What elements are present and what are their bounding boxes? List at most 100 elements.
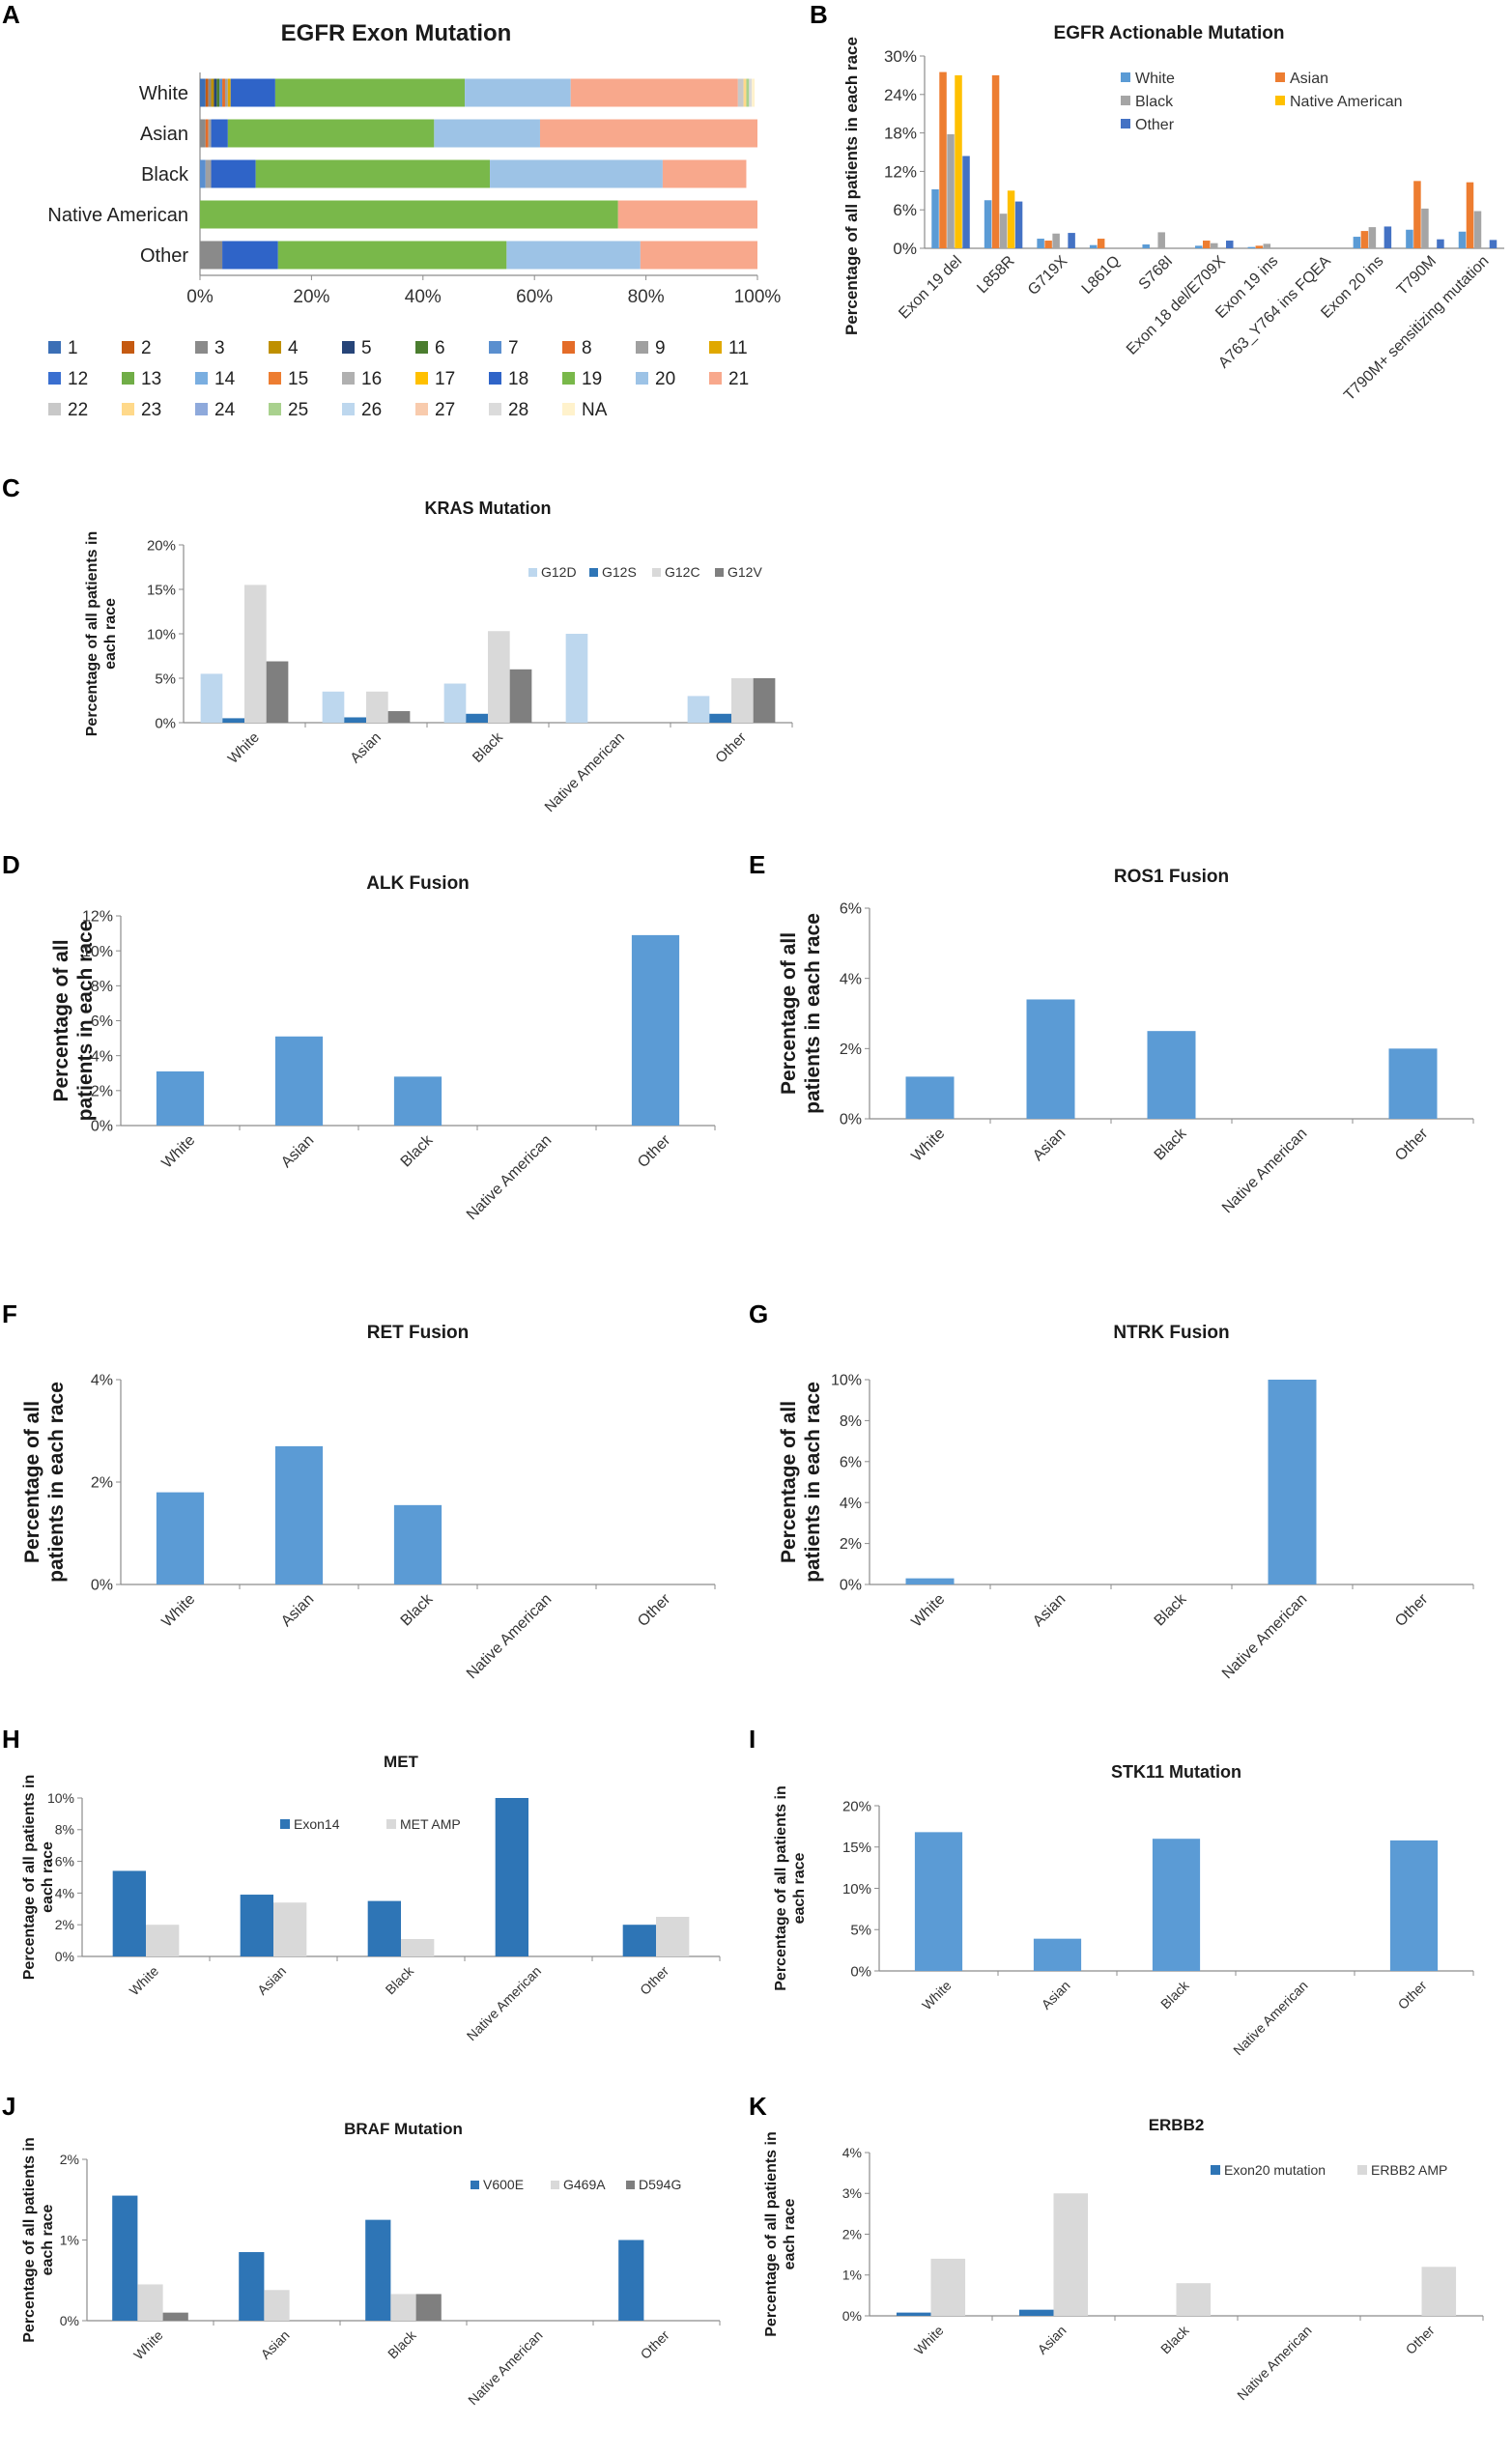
legend-label: 24 bbox=[214, 400, 236, 420]
bar-g12s-white bbox=[222, 718, 244, 723]
chart-title: EGFR Actionable Mutation bbox=[1054, 23, 1285, 43]
y-axis-label: Percentage of all patients in each race bbox=[773, 1785, 808, 1991]
legend-swatch bbox=[415, 372, 428, 385]
bar-g12d-black bbox=[443, 683, 467, 723]
y-tick-label: 0% bbox=[842, 2308, 862, 2324]
bar-black-t790m-sensitizing-mutation bbox=[1473, 211, 1482, 248]
y-tick-label: 8% bbox=[91, 979, 113, 995]
x-tick-label: 60% bbox=[516, 287, 553, 307]
legend-swatch bbox=[489, 372, 501, 385]
legend-label: ERBB2 AMP bbox=[1371, 2162, 1447, 2178]
legend-swatch bbox=[195, 372, 208, 385]
bar-alk-asian bbox=[274, 1036, 324, 1126]
x-tick-label: Native American bbox=[1230, 1978, 1310, 2058]
bar-white-s768i bbox=[1142, 244, 1150, 248]
y-tick-label: 10% bbox=[147, 626, 176, 642]
bar-other-g719x bbox=[1068, 233, 1075, 248]
bar-alk-other bbox=[631, 934, 680, 1126]
bar-asian-exon-19-del bbox=[939, 71, 947, 248]
x-tick-label: Black bbox=[1157, 2322, 1192, 2356]
bar-v600e-white bbox=[112, 2195, 138, 2321]
y-tick-label: 6% bbox=[91, 1013, 113, 1030]
legend-label: 26 bbox=[361, 400, 382, 420]
legend-label: 18 bbox=[508, 369, 528, 389]
y-tick-label: 2% bbox=[55, 1917, 74, 1932]
y-axis-label: Percentage of all patients in each race bbox=[21, 1382, 68, 1583]
bar-v600e-black bbox=[365, 2219, 391, 2321]
y-tick-label: 5% bbox=[155, 671, 176, 687]
bar-stk11-other bbox=[1389, 1840, 1439, 1971]
bar-white-l858r bbox=[984, 200, 992, 248]
x-tick-label: 100% bbox=[734, 287, 782, 307]
legend-swatch bbox=[709, 341, 722, 354]
bar-erbb2-amp-white bbox=[930, 2258, 966, 2316]
x-tick-label: Asian bbox=[278, 1132, 317, 1171]
y-tick-label: Other bbox=[140, 245, 188, 267]
bar-exon-9-white bbox=[224, 78, 228, 107]
legend-swatch bbox=[280, 1819, 290, 1829]
y-tick-label: 2% bbox=[60, 2152, 79, 2167]
y-tick-label: 10% bbox=[82, 944, 113, 960]
legend-label: 5 bbox=[361, 338, 372, 358]
x-tick-label: Other bbox=[1392, 1125, 1432, 1164]
x-tick-label: Native American bbox=[464, 1963, 544, 2043]
x-tick-label: Black bbox=[1157, 1977, 1192, 2012]
bar-exon-3-asian bbox=[200, 119, 206, 148]
bar-exon-18-white bbox=[230, 78, 275, 107]
bar-exon14-white bbox=[112, 1870, 146, 1956]
y-tick-label: 12% bbox=[884, 162, 917, 181]
legend-swatch bbox=[48, 403, 61, 415]
bar-asian-g719x bbox=[1044, 241, 1052, 248]
bar-white-t790m-sensitizing-mutation bbox=[1458, 231, 1467, 248]
bar-erbb2-amp-asian bbox=[1053, 2193, 1089, 2316]
panel-label-j: J bbox=[2, 2092, 16, 2121]
legend-label: 22 bbox=[68, 400, 88, 420]
legend-swatch bbox=[1121, 72, 1130, 82]
bar-exon-5-white bbox=[214, 78, 217, 107]
legend-swatch bbox=[1357, 2165, 1367, 2175]
legend-swatch bbox=[269, 372, 281, 385]
bar-g469a-asian bbox=[264, 2290, 290, 2321]
y-axis-label: Percentage of all patients in each race bbox=[21, 1775, 56, 1981]
y-tick-label: 4% bbox=[55, 1885, 74, 1900]
bar-exon-8-asian bbox=[205, 119, 209, 148]
bar-alk-white bbox=[156, 1070, 205, 1126]
bar-asian-l861q bbox=[1097, 239, 1105, 248]
bar-black-exon-19-ins bbox=[1263, 243, 1271, 248]
chart-f-ret-fusion: RET Fusion Percentage of all patients in e… bbox=[21, 1323, 716, 1682]
chart-title: ROS1 Fusion bbox=[1114, 867, 1229, 887]
y-tick-label: 4% bbox=[840, 1496, 862, 1512]
bar-g12c-black bbox=[488, 631, 510, 723]
x-tick-label: Other bbox=[635, 1590, 674, 1630]
legend-label: Native American bbox=[1290, 94, 1403, 110]
bar-exon-19-asian bbox=[227, 119, 435, 148]
chart-title: RET Fusion bbox=[367, 1323, 470, 1343]
y-tick-label: 4% bbox=[842, 2145, 862, 2160]
panel-label-c: C bbox=[2, 473, 20, 502]
y-axis-label: Percentage of all patients in each race bbox=[84, 531, 119, 737]
chart-title: EGFR Exon Mutation bbox=[281, 20, 512, 46]
y-tick-label: 0% bbox=[91, 1119, 113, 1135]
x-tick-label: Asian bbox=[1039, 1978, 1073, 2012]
legend-label: 9 bbox=[655, 338, 666, 358]
y-tick-label: 4% bbox=[91, 1373, 113, 1389]
bar-other-exon-18-del-e709x bbox=[1226, 241, 1234, 248]
bar-exon-19-other bbox=[277, 241, 507, 270]
y-tick-label: 20% bbox=[147, 537, 176, 554]
x-tick-label: Exon 19 del bbox=[896, 253, 965, 323]
bar-exon-18-asian bbox=[211, 119, 228, 148]
legend-label: V600E bbox=[483, 2177, 524, 2192]
bar-exon-7-white bbox=[219, 78, 223, 107]
bar-g12v-asian bbox=[387, 711, 411, 723]
y-tick-label: 5% bbox=[850, 1923, 871, 1939]
bar-black-t790m bbox=[1421, 208, 1429, 248]
x-tick-label: White bbox=[225, 729, 263, 767]
legend-label: D594G bbox=[639, 2177, 681, 2192]
x-tick-label: Asian bbox=[258, 2327, 293, 2362]
y-tick-label: 12% bbox=[82, 909, 113, 926]
y-axis-label: Percentage of all patients in each race bbox=[778, 913, 824, 1114]
bar-exon-19-black bbox=[255, 159, 491, 188]
legend-swatch bbox=[652, 568, 661, 577]
panel-label-g: G bbox=[749, 1299, 769, 1328]
y-tick-label: 4% bbox=[840, 971, 862, 987]
